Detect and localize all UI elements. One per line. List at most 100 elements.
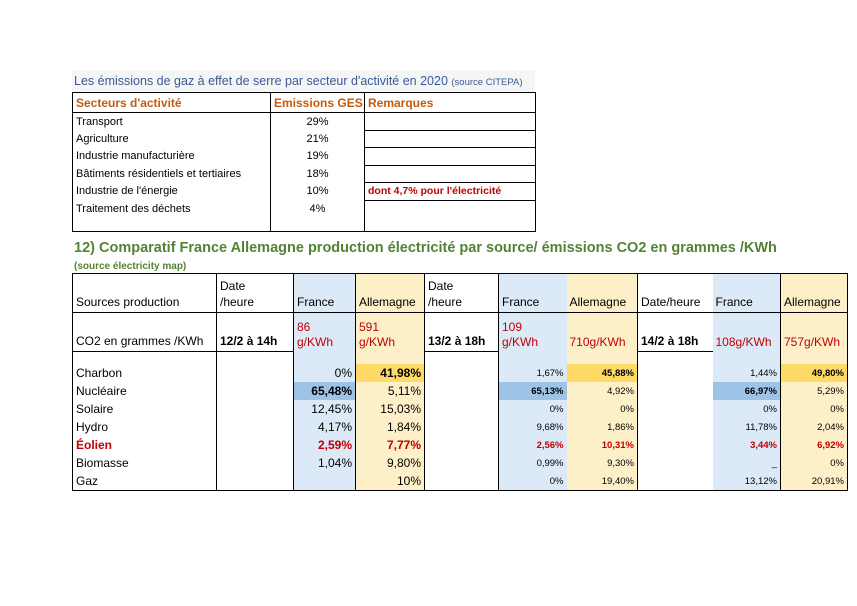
electricity-comparison-table: Sources production Date/heure France All…: [72, 273, 848, 491]
source-label: Gaz: [72, 472, 217, 491]
header-france-2: France: [498, 273, 567, 313]
section-heading-source: (source électricity map): [74, 261, 187, 272]
value-cell: 0%: [780, 454, 848, 472]
section-heading-text: 12) Comparatif France Allemagne producti…: [74, 240, 777, 256]
sector-cell: Agriculture: [72, 130, 271, 148]
header-remarks: Remarques: [364, 92, 536, 113]
value-cell: 11,78%: [712, 418, 781, 436]
value-cell: 5,29%: [780, 382, 848, 400]
header-allemagne-1: Allemagne: [355, 273, 425, 313]
source-label: Biomasse: [72, 454, 217, 472]
header-allemagne-2: Allemagne: [566, 273, 638, 313]
table-row: Industrie manufacturière 19%: [72, 147, 536, 166]
header-france-3: France: [712, 273, 781, 313]
value-cell: 1,84%: [355, 418, 425, 436]
value-cell: 9,68%: [498, 418, 567, 436]
value-cell: 1,86%: [566, 418, 638, 436]
value-cell: 6,92%: [780, 436, 848, 454]
table1-title: Les émissions de gaz à effet de serre pa…: [74, 72, 535, 92]
remark-cell: [364, 130, 536, 148]
sector-cell: Industrie de l'énergie: [72, 182, 271, 200]
date-3: 14/2 à 18h: [637, 312, 713, 352]
co2-de-3: 757g/KWh: [780, 312, 848, 352]
source-label: Hydro: [72, 418, 217, 436]
sector-cell: Traitement des déchets: [72, 200, 271, 217]
value-cell: 49,80%: [780, 364, 848, 382]
value-cell: 9,80%: [355, 454, 425, 472]
sector-cell: Transport: [72, 112, 271, 130]
ges-cell: 4%: [270, 200, 365, 217]
source-label: Charbon: [72, 364, 217, 382]
value-cell: 0,99%: [498, 454, 567, 472]
table1-header-row: Secteurs d'activité Emissions GES Remarq…: [72, 92, 536, 113]
co2-fr-3: 108g/KWh: [712, 312, 781, 352]
remark-cell: dont 4,7% pour l'électricité: [364, 182, 536, 201]
header-france-1: France: [293, 273, 356, 313]
value-cell: 65,13%: [498, 382, 567, 400]
value-cell: 10%: [355, 472, 425, 491]
sector-cell: Industrie manufacturière: [72, 147, 271, 165]
value-cell: 2,59%: [293, 436, 356, 454]
value-cell: 0%: [566, 400, 638, 418]
ges-cell: 21%: [270, 130, 365, 148]
remark-cell: [364, 147, 536, 166]
ges-cell: 10%: [270, 182, 365, 200]
table-row: Hydro 4,17% 1,84% 9,68% 1,86% 11,78% 2,0…: [72, 418, 848, 436]
co2-fr-1: 86 g/KWh: [293, 312, 356, 352]
value-cell: 19,40%: [566, 472, 638, 491]
table-row: Charbon 0% 41,98% 1,67% 45,88% 1,44% 49,…: [72, 364, 848, 382]
value-cell: _: [712, 454, 781, 472]
value-cell: 45,88%: [566, 364, 638, 382]
table-row: Industrie de l'énergie 10% dont 4,7% pou…: [72, 182, 536, 201]
value-cell: 2,04%: [780, 418, 848, 436]
table-row: Transport 29%: [72, 112, 536, 131]
source-label: Solaire: [72, 400, 217, 418]
co2-row: CO2 en grammes /KWh 12/2 à 14h 86 g/KWh 5…: [72, 312, 848, 352]
table2-header-row: Sources production Date/heure France All…: [72, 273, 848, 313]
co2-de-2: 710g/KWh: [566, 312, 638, 352]
sector-cell: Bâtiments résidentiels et tertiaires: [72, 165, 271, 183]
value-cell: 0%: [498, 400, 567, 418]
value-cell: 5,11%: [355, 382, 425, 400]
header-ges: Emissions GES: [270, 92, 365, 113]
value-cell: 12,45%: [293, 400, 356, 418]
source-label: Éolien: [72, 436, 217, 454]
table-row: Bâtiments résidentiels et tertiaires 18%: [72, 165, 536, 183]
table1-empty-row: [72, 217, 536, 232]
remark-cell: [364, 200, 536, 217]
source-label: Nucléaire: [72, 382, 217, 400]
spacer-row: [72, 351, 848, 364]
table1-title-background: [72, 70, 535, 92]
value-cell: 7,77%: [355, 436, 425, 454]
co2-fr-2: 109 g/KWh: [498, 312, 567, 352]
table1-title-text: Les émissions de gaz à effet de serre pa…: [74, 74, 448, 88]
value-cell: 15,03%: [355, 400, 425, 418]
value-cell: 0%: [780, 400, 848, 418]
value-cell: 4,17%: [293, 418, 356, 436]
value-cell: 9,30%: [566, 454, 638, 472]
header-sectors: Secteurs d'activité: [72, 92, 271, 113]
value-cell: [293, 472, 356, 491]
co2-label: CO2 en grammes /KWh: [72, 312, 217, 352]
ges-cell: 18%: [270, 165, 365, 183]
header-allemagne-3: Allemagne: [780, 273, 848, 313]
date-2: 13/2 à 18h: [424, 312, 499, 352]
table-row: Nucléaire 65,48% 5,11% 65,13% 4,92% 66,9…: [72, 382, 848, 400]
date-1: 12/2 à 14h: [216, 312, 294, 352]
header-datetime-3: Date/heure: [637, 273, 713, 313]
value-cell: 1,04%: [293, 454, 356, 472]
value-cell: 3,44%: [712, 436, 781, 454]
table-row: Traitement des déchets 4%: [72, 200, 536, 217]
section-heading: 12) Comparatif France Allemagne producti…: [74, 240, 814, 275]
value-cell: 1,44%: [712, 364, 781, 382]
value-cell: 65,48%: [293, 382, 356, 400]
ghg-emissions-table: Secteurs d'activité Emissions GES Remarq…: [72, 92, 536, 232]
ges-cell: 19%: [270, 147, 365, 165]
table-row: Solaire 12,45% 15,03% 0% 0% 0% 0%: [72, 400, 848, 418]
co2-de-1: 591 g/KWh: [355, 312, 425, 352]
table1-source: (source CITEPA): [451, 77, 523, 88]
electricity-remark: dont 4,7% pour l'électricité: [368, 185, 502, 198]
ges-cell: 29%: [270, 112, 365, 130]
table-row: Gaz 10% 0% 19,40% 13,12% 20,91%: [72, 472, 848, 491]
value-cell: 0%: [712, 400, 781, 418]
